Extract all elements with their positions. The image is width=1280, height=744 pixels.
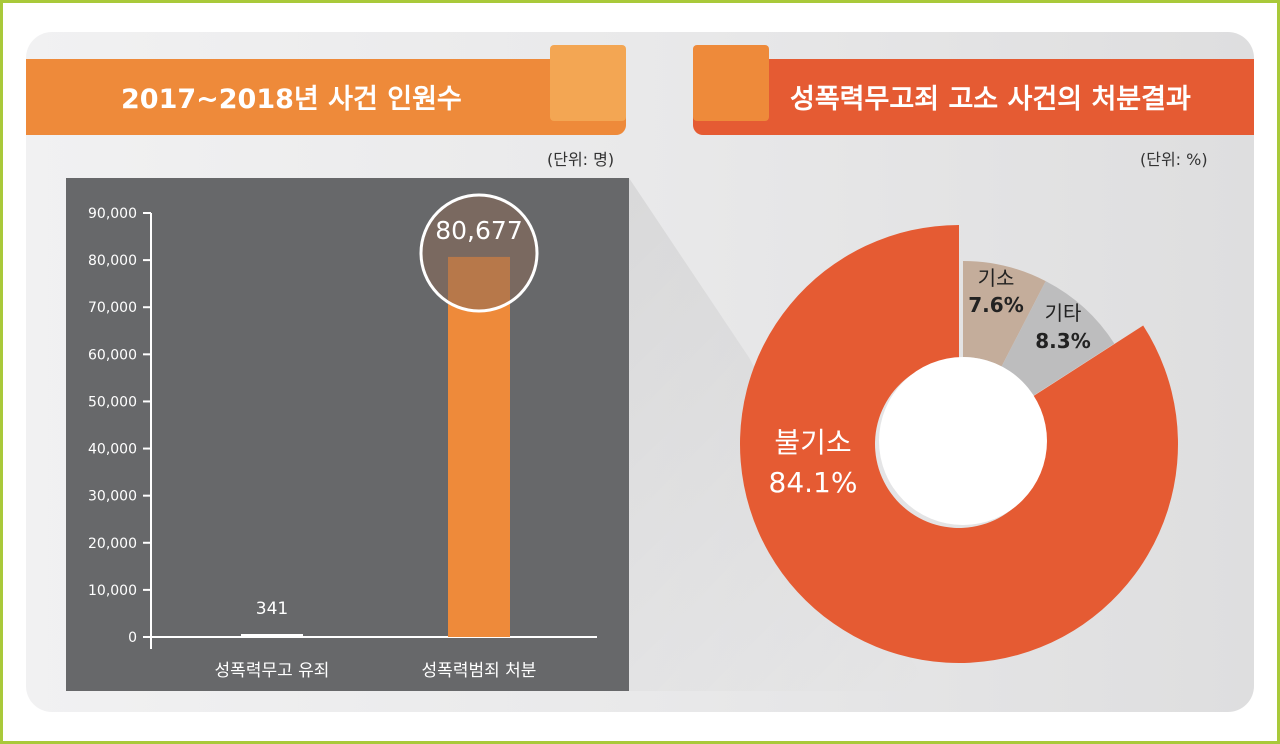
y-tick-label: 0 <box>128 630 137 646</box>
y-tick-label: 60,000 <box>88 347 137 363</box>
data-label: 80,677 <box>435 216 522 245</box>
x-category-label: 성폭력범죄 처분 <box>422 661 537 681</box>
right-chart-title: 성폭력무고죄 고소 사건의 처분결과 <box>790 84 1191 115</box>
banner-fold <box>693 45 769 121</box>
y-tick-label: 80,000 <box>88 253 137 269</box>
y-tick-label: 10,000 <box>88 583 137 599</box>
left-unit-label: (단위: 명) <box>547 150 615 169</box>
right-title-banner: 성폭력무고죄 고소 사건의 처분결과 <box>693 45 1254 135</box>
y-tick-label: 20,000 <box>88 536 137 552</box>
slice-label: 기소 <box>978 266 1015 290</box>
data-label: 341 <box>256 599 288 619</box>
y-tick-label: 70,000 <box>88 300 137 316</box>
y-tick-label: 30,000 <box>88 489 137 505</box>
pie-slice <box>963 261 1046 367</box>
x-category-label: 성폭력무고 유죄 <box>215 661 330 681</box>
slice-value-label: 84.1% <box>769 466 858 499</box>
bar <box>448 256 510 637</box>
slice-value-label: 7.6% <box>968 293 1023 317</box>
right-unit-label: (단위: %) <box>1140 150 1208 169</box>
highlight-circle <box>419 193 539 313</box>
slice-value-label: 8.3% <box>1035 329 1090 353</box>
left-chart-title: 2017~2018년 사건 인원수 <box>121 84 462 115</box>
banner-fold <box>550 45 626 121</box>
donut-hole <box>879 357 1047 525</box>
y-tick-label: 40,000 <box>88 442 137 458</box>
slice-label: 기타 <box>1045 301 1082 325</box>
left-title-banner: 2017~2018년 사건 인원수 <box>26 45 626 135</box>
y-tick-label: 90,000 <box>88 206 137 222</box>
pie-slice <box>739 225 1178 664</box>
pie-slice <box>1001 281 1115 396</box>
y-tick-label: 50,000 <box>88 394 137 410</box>
slice-label: 불기소 <box>774 426 851 459</box>
bar <box>241 634 303 637</box>
